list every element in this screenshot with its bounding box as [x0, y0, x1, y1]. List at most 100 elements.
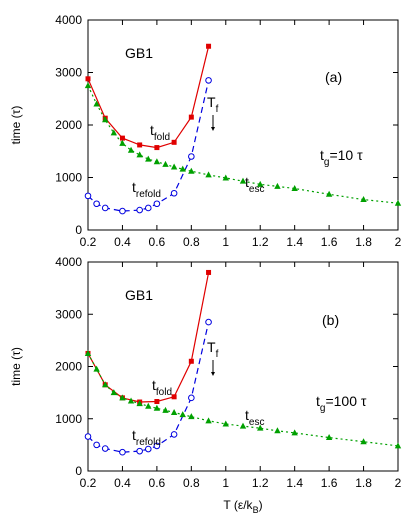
data-point: [170, 408, 178, 415]
data-point: [188, 153, 195, 160]
data-point: [137, 142, 143, 148]
data-point: [127, 397, 135, 404]
series-label-refold: trefold: [132, 179, 161, 200]
x-tick-label: 2: [395, 235, 402, 249]
data-point: [188, 358, 194, 364]
x-tick-label: 1.6: [321, 476, 338, 490]
data-point: [170, 163, 178, 170]
data-point: [145, 155, 152, 162]
y-tick-label: 3000: [55, 307, 82, 321]
data-point: [145, 402, 152, 409]
data-point: [222, 174, 229, 181]
series-line-fold: [87, 46, 210, 149]
data-point: [154, 399, 160, 405]
series-refold: [84, 77, 212, 215]
x-tick-label: 0.2: [80, 235, 97, 249]
series-label-refold: trefold: [132, 427, 161, 448]
data-point: [136, 447, 143, 455]
chart-panel-b: 0.2 0.4 0.6 0.8 1 1.2 1.4 1.6 1.8 2 0 1000 2000 3000 4…: [9, 255, 402, 515]
data-point: [153, 200, 161, 208]
data-point: [162, 406, 169, 413]
x-tick-label: 1.8: [355, 235, 372, 249]
data-point: [291, 185, 298, 192]
series-line-refold: [87, 80, 210, 212]
data-point: [84, 433, 92, 440]
x-tick-label: 0.4: [114, 235, 131, 249]
data-point: [188, 167, 195, 174]
x-tick-label: 2: [395, 476, 402, 490]
data-point: [360, 196, 367, 203]
x-tick-label: 0.8: [183, 235, 200, 249]
data-point: [274, 427, 281, 434]
x-tick-label: 1.6: [321, 235, 338, 249]
y-tick-label: 2000: [55, 360, 82, 374]
data-point: [84, 192, 92, 200]
series-label-fold: tfold: [152, 377, 172, 398]
data-point: [170, 431, 178, 438]
data-point: [110, 389, 118, 396]
data-point: [239, 422, 247, 429]
y-tick-label: 0: [75, 464, 82, 478]
y-axis-label: time (τ): [9, 106, 23, 145]
series-line-esc: [87, 85, 399, 204]
condition-label: tg=10 τ: [320, 147, 363, 168]
data-point: [205, 77, 212, 84]
tf-arrow-head: [211, 127, 215, 131]
y-tick-label: 1000: [55, 171, 82, 185]
data-point: [93, 100, 100, 107]
tf-label: Tf: [207, 94, 219, 115]
data-point: [93, 441, 100, 449]
data-point: [162, 160, 169, 167]
data-point: [239, 177, 247, 184]
data-point: [127, 146, 135, 153]
y-tick-label: 0: [75, 223, 82, 237]
data-point: [325, 190, 333, 197]
data-point: [205, 318, 212, 326]
data-point: [257, 180, 264, 187]
data-point: [153, 158, 161, 165]
data-point: [102, 116, 109, 123]
x-tick-label: 0.2: [80, 476, 97, 490]
data-point: [110, 129, 118, 136]
data-point: [188, 114, 194, 120]
series-label-fold: tfold: [150, 122, 170, 143]
data-point: [84, 82, 92, 89]
data-point: [188, 413, 195, 420]
data-point: [93, 365, 100, 372]
x-tick-label: 1: [222, 476, 229, 490]
data-point: [274, 182, 281, 189]
tf-label: Tf: [207, 339, 219, 360]
protein-label: GB1: [125, 287, 153, 303]
data-point: [119, 448, 126, 456]
x-tick-label: 0.4: [114, 476, 131, 490]
protein-label: GB1: [125, 45, 153, 61]
panel-label: (b): [322, 312, 339, 328]
y-tick-label: 1000: [55, 412, 82, 426]
data-point: [102, 381, 109, 388]
data-point: [154, 145, 160, 151]
data-point: [84, 349, 92, 356]
data-point: [291, 429, 298, 436]
data-point: [188, 394, 195, 402]
series-label-esc: tesc: [245, 407, 264, 428]
y-axis-label: time (τ): [9, 347, 23, 386]
data-point: [119, 207, 126, 215]
data-point: [93, 200, 100, 208]
data-point: [171, 139, 177, 145]
data-point: [206, 269, 212, 275]
condition-label: tg=100 τ: [316, 393, 367, 414]
y-tick-label: 4000: [55, 13, 82, 27]
data-point: [394, 199, 402, 206]
x-tick-label: 0.6: [149, 476, 166, 490]
x-tick-label: 1.4: [286, 235, 303, 249]
series-line-esc: [87, 353, 399, 447]
x-axis-label: T (ε/kB): [223, 498, 262, 515]
series-esc: [84, 82, 402, 206]
data-point: [205, 171, 212, 178]
data-point: [257, 424, 264, 431]
data-point: [205, 417, 212, 424]
data-point: [144, 445, 152, 453]
data-point: [85, 76, 91, 82]
series-label-esc: tesc: [245, 174, 264, 195]
